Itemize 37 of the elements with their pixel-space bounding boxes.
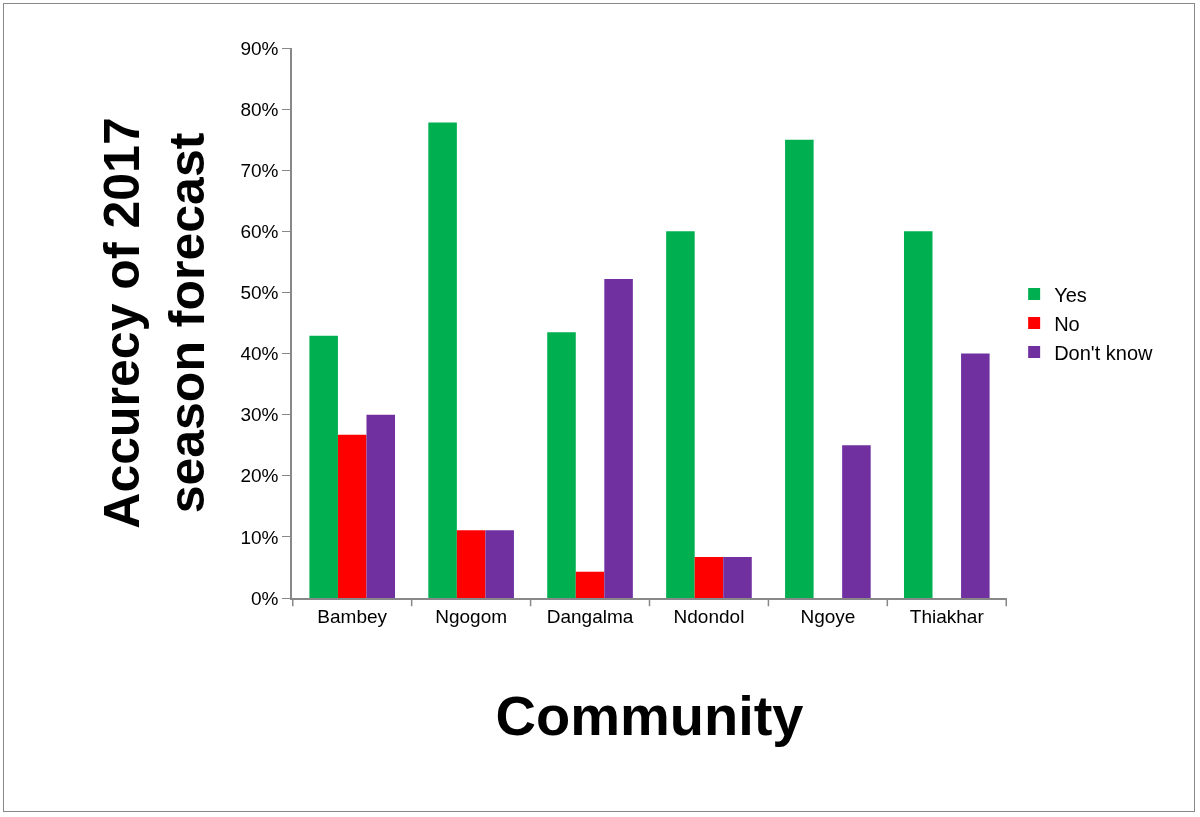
y-tick-label: 50%	[240, 282, 279, 304]
y-tick-label: 10%	[240, 526, 279, 548]
bar	[961, 353, 990, 598]
x-tick-label: Ngoye	[800, 605, 856, 627]
bar	[694, 557, 724, 598]
bar	[604, 279, 633, 598]
y-tick-label: 30%	[240, 404, 279, 426]
y-axis-title: Accurecy of 2017 season forecast	[93, 117, 215, 529]
legend-label: Don't know	[1054, 341, 1154, 364]
bar	[785, 139, 814, 598]
x-tick-label: Ndondol	[673, 605, 745, 627]
bar	[366, 414, 396, 598]
bar	[456, 530, 486, 598]
bar	[309, 335, 338, 598]
x-tick-label: Bambey	[317, 605, 388, 627]
bar	[428, 122, 457, 598]
bar	[485, 530, 514, 598]
y-tick-label: 20%	[240, 465, 279, 487]
bar	[666, 231, 695, 598]
x-axis-title: Community	[495, 683, 804, 747]
legend-label: No	[1054, 312, 1080, 335]
y-tick-label: 0%	[250, 587, 279, 609]
bar	[547, 332, 576, 598]
bar	[575, 571, 605, 598]
bar	[842, 445, 871, 598]
legend-label: Yes	[1054, 283, 1087, 306]
bar	[903, 231, 933, 598]
y-tick-label: 40%	[240, 343, 279, 365]
x-tick-label: Ngogom	[435, 605, 508, 627]
bar	[337, 434, 367, 598]
y-tick-label: 80%	[240, 98, 279, 120]
y-tick-label: 70%	[240, 159, 279, 181]
x-tick-label: Dangalma	[546, 605, 634, 627]
y-tick-label: 90%	[240, 37, 279, 59]
y-tick-label: 60%	[240, 220, 279, 242]
x-tick-label: Thiakhar	[909, 605, 985, 627]
bar	[723, 557, 752, 598]
